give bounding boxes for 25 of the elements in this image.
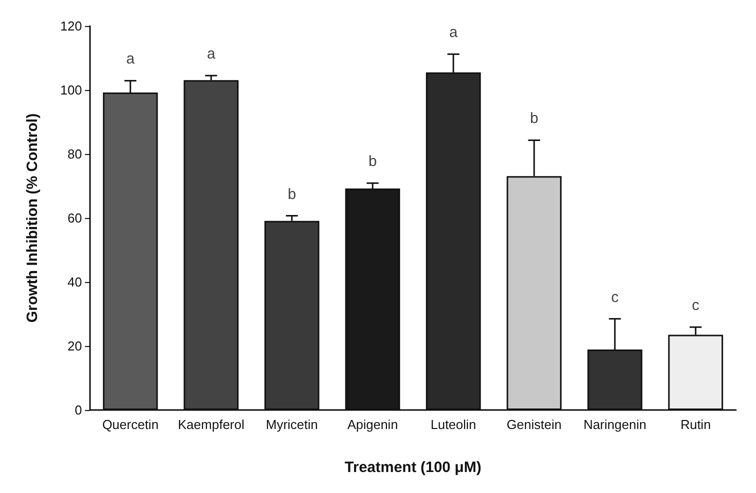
- annotation: b: [288, 186, 296, 203]
- annotation: c: [611, 288, 620, 306]
- y-tick-label: 0: [74, 402, 82, 418]
- y-tick-label: 120: [60, 18, 82, 34]
- annotation: b: [530, 110, 538, 128]
- x-tick-label: Quercetin: [102, 417, 159, 432]
- y-tick-label: 60: [68, 210, 82, 226]
- y-tick-label: 40: [68, 274, 82, 290]
- x-tick-label: Apigenin: [347, 417, 398, 432]
- annotation: c: [692, 297, 700, 314]
- y-tick-label: 80: [68, 146, 82, 162]
- x-tick-label: Rutin: [680, 417, 711, 432]
- x-tick-label: Myricetin: [266, 417, 318, 432]
- x-tick-label: Naringenin: [583, 417, 646, 432]
- x-tick-label: Genistein: [506, 417, 562, 432]
- y-axis-title: Growth Inhibition (% Control): [24, 113, 41, 323]
- y-tick-label: 100: [60, 82, 82, 98]
- x-tick-label: Kaempferol: [178, 417, 244, 432]
- annotation: a: [206, 46, 216, 63]
- annotation: a: [449, 24, 458, 42]
- y-tick-label: 20: [68, 338, 82, 354]
- x-axis-title: Treatment (100 μM): [344, 459, 482, 476]
- annotation: b: [368, 153, 377, 170]
- annotation: a: [126, 50, 136, 68]
- x-tick-label: Luteolin: [430, 417, 476, 432]
